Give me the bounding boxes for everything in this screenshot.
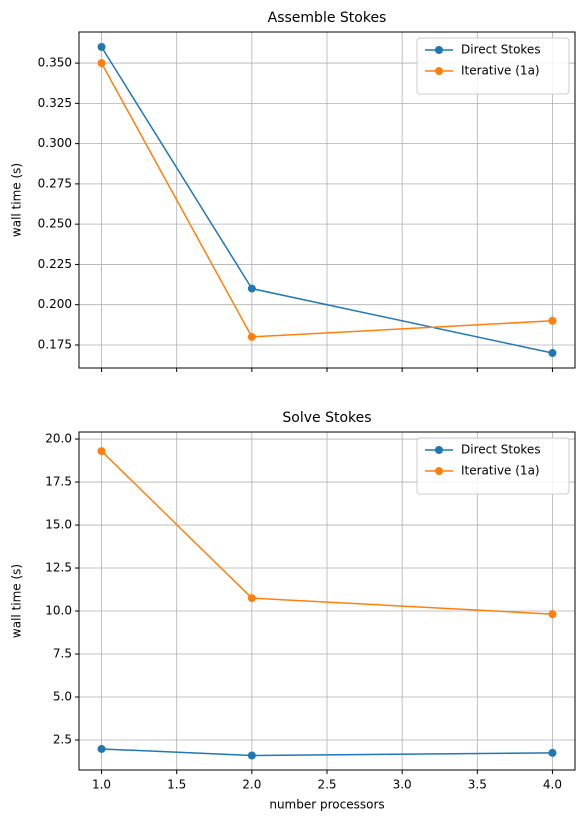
- x-tick-label: 2.0: [242, 778, 261, 792]
- y-tick-label: 15.0: [45, 518, 72, 532]
- y-tick-label: 0.175: [38, 337, 72, 351]
- point: [548, 316, 557, 325]
- y-tick-label: 0.225: [38, 257, 72, 271]
- point: [247, 332, 256, 341]
- legend-label: Direct Stokes: [461, 43, 541, 57]
- y-tick-label: 0.275: [38, 176, 72, 190]
- x-axis-label: number processors: [269, 798, 384, 812]
- legend-box: [416, 437, 570, 495]
- y-tick-label: 7.5: [53, 647, 72, 661]
- y-tick-label: 10.0: [45, 604, 72, 618]
- y-tick-label: 0.200: [38, 297, 72, 311]
- y-tick-label: 0.325: [38, 96, 72, 110]
- y-tick-label: 17.5: [45, 475, 72, 489]
- point: [548, 748, 557, 757]
- point: [97, 447, 106, 456]
- y-tick-label: 0.300: [38, 136, 72, 150]
- y-axis-label: wall time (s): [10, 163, 24, 237]
- point: [247, 284, 256, 293]
- y-tick-label: 5.0: [53, 690, 72, 704]
- legend-label: Iterative (1a): [461, 464, 540, 478]
- point: [97, 42, 106, 51]
- legend-label: Iterative (1a): [461, 64, 540, 78]
- point: [247, 594, 256, 603]
- y-tick-label: 0.250: [38, 217, 72, 231]
- x-tick-label: 3.0: [393, 778, 412, 792]
- chart-title: Assemble Stokes: [268, 10, 387, 26]
- point: [548, 610, 557, 619]
- point: [97, 59, 106, 68]
- point: [548, 349, 557, 358]
- legend-label: Direct Stokes: [461, 443, 541, 457]
- y-axis-label: wall time (s): [10, 564, 24, 638]
- axes-frame: [78, 31, 576, 369]
- legend-box: [416, 37, 570, 95]
- point: [97, 744, 106, 753]
- x-tick-label: 2.5: [317, 778, 336, 792]
- legend-marker: [435, 46, 443, 54]
- chart-title: Solve Stokes: [282, 410, 371, 426]
- y-tick-label: 12.5: [45, 561, 72, 575]
- x-tick-label: 4.0: [543, 778, 562, 792]
- y-tick-label: 20.0: [45, 432, 72, 446]
- y-tick-label: 0.350: [38, 56, 72, 70]
- x-tick-label: 3.5: [468, 778, 487, 792]
- legend-marker: [435, 467, 443, 475]
- y-tick-label: 2.5: [53, 733, 72, 747]
- point: [247, 751, 256, 760]
- legend-marker: [435, 67, 443, 75]
- axes-frame: [78, 431, 576, 771]
- x-tick-label: 1.5: [167, 778, 186, 792]
- x-tick-label: 1.0: [92, 778, 111, 792]
- legend-marker: [435, 446, 443, 454]
